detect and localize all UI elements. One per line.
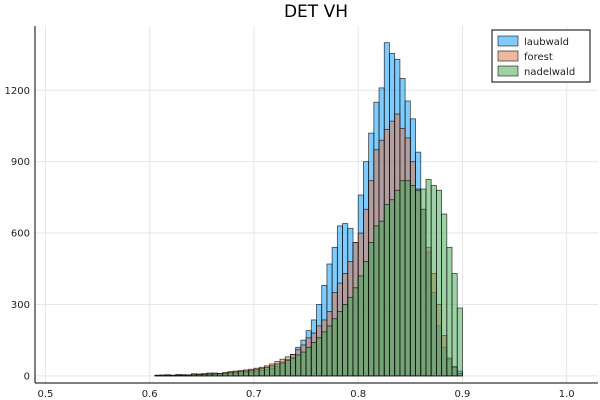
histogram-bars bbox=[154, 42, 463, 377]
bar-nadelwald bbox=[190, 374, 198, 377]
bar-nadelwald bbox=[310, 342, 317, 377]
x-tick-label: 1.0 bbox=[559, 389, 575, 400]
bar-nadelwald bbox=[446, 246, 453, 377]
bar-nadelwald bbox=[321, 331, 328, 377]
bar-nadelwald bbox=[300, 351, 307, 377]
y-tick-label: 0 bbox=[24, 371, 30, 382]
x-tick-label: 0.6 bbox=[142, 389, 158, 400]
bar-nadelwald bbox=[430, 185, 437, 377]
bar-nadelwald bbox=[263, 366, 270, 377]
y-tick-label: 1200 bbox=[5, 86, 30, 97]
legend-swatch-nadelwald bbox=[497, 65, 519, 77]
x-tick-label: 0.9 bbox=[455, 389, 471, 400]
bar-nadelwald bbox=[290, 357, 297, 377]
y-tick-label: 600 bbox=[11, 229, 30, 240]
bar-nadelwald bbox=[201, 373, 208, 377]
bar-nadelwald bbox=[456, 307, 463, 377]
legend-swatch-forest bbox=[497, 50, 519, 62]
bar-nadelwald bbox=[368, 242, 375, 377]
bar-nadelwald bbox=[399, 180, 406, 377]
bar-nadelwald bbox=[258, 368, 265, 377]
bar-nadelwald bbox=[196, 374, 203, 377]
bar-nadelwald bbox=[409, 185, 416, 377]
bar-nadelwald bbox=[284, 359, 291, 377]
bar-nadelwald bbox=[451, 273, 458, 377]
bar-nadelwald bbox=[232, 371, 239, 377]
x-tick-label: 0.8 bbox=[350, 389, 366, 400]
legend-label-laubwald: laubwald bbox=[524, 37, 569, 48]
bar-nadelwald bbox=[363, 261, 370, 377]
bar-nadelwald bbox=[206, 373, 213, 377]
bar-nadelwald bbox=[404, 180, 411, 377]
bar-nadelwald bbox=[316, 337, 323, 377]
series-nadelwald bbox=[154, 179, 463, 377]
y-tick-label: 900 bbox=[11, 157, 30, 168]
legend: laubwald forest nadelwald bbox=[491, 29, 591, 83]
bar-nadelwald bbox=[180, 374, 187, 377]
tick-labels: 0.5 0.6 0.7 0.8 0.9 1.0 0 300 600 900 1200 bbox=[5, 86, 575, 400]
bar-nadelwald bbox=[305, 346, 312, 377]
bar-nadelwald bbox=[279, 361, 286, 377]
axes bbox=[34, 26, 598, 384]
x-tick-label: 0.7 bbox=[246, 389, 262, 400]
bar-nadelwald bbox=[389, 199, 396, 377]
legend-label-forest: forest bbox=[524, 52, 553, 63]
bar-nadelwald bbox=[435, 189, 443, 377]
bar-nadelwald bbox=[217, 373, 224, 377]
bar-nadelwald bbox=[227, 372, 234, 377]
bar-nadelwald bbox=[253, 369, 260, 377]
bar-nadelwald bbox=[243, 370, 250, 377]
bar-nadelwald bbox=[295, 354, 302, 377]
legend-swatch-laubwald bbox=[497, 35, 519, 47]
bar-nadelwald bbox=[248, 370, 255, 377]
bar-nadelwald bbox=[373, 225, 380, 377]
bar-nadelwald bbox=[420, 188, 427, 377]
bar-nadelwald bbox=[269, 365, 276, 377]
bar-nadelwald bbox=[222, 372, 229, 377]
bar-nadelwald bbox=[394, 189, 401, 377]
legend-label-nadelwald: nadelwald bbox=[524, 67, 575, 78]
bar-nadelwald bbox=[331, 318, 338, 377]
bar-nadelwald bbox=[352, 287, 359, 377]
bar-nadelwald bbox=[185, 374, 192, 377]
bar-nadelwald bbox=[378, 220, 385, 377]
bar-nadelwald bbox=[326, 325, 333, 377]
bar-nadelwald bbox=[415, 189, 422, 377]
bar-nadelwald bbox=[441, 213, 448, 377]
y-tick-label: 300 bbox=[11, 300, 30, 311]
bar-nadelwald bbox=[336, 311, 343, 377]
x-tick-label: 0.5 bbox=[37, 389, 53, 400]
grid-lines bbox=[35, 26, 598, 383]
bar-nadelwald bbox=[342, 304, 349, 377]
bar-nadelwald bbox=[274, 363, 281, 377]
bar-nadelwald bbox=[237, 371, 244, 377]
bar-nadelwald bbox=[425, 179, 432, 377]
bar-nadelwald bbox=[357, 275, 364, 377]
bar-nadelwald bbox=[347, 296, 354, 377]
bar-nadelwald bbox=[175, 374, 182, 377]
bar-nadelwald bbox=[211, 373, 218, 377]
chart-title: DET VH bbox=[284, 2, 348, 22]
bar-nadelwald bbox=[383, 204, 390, 377]
